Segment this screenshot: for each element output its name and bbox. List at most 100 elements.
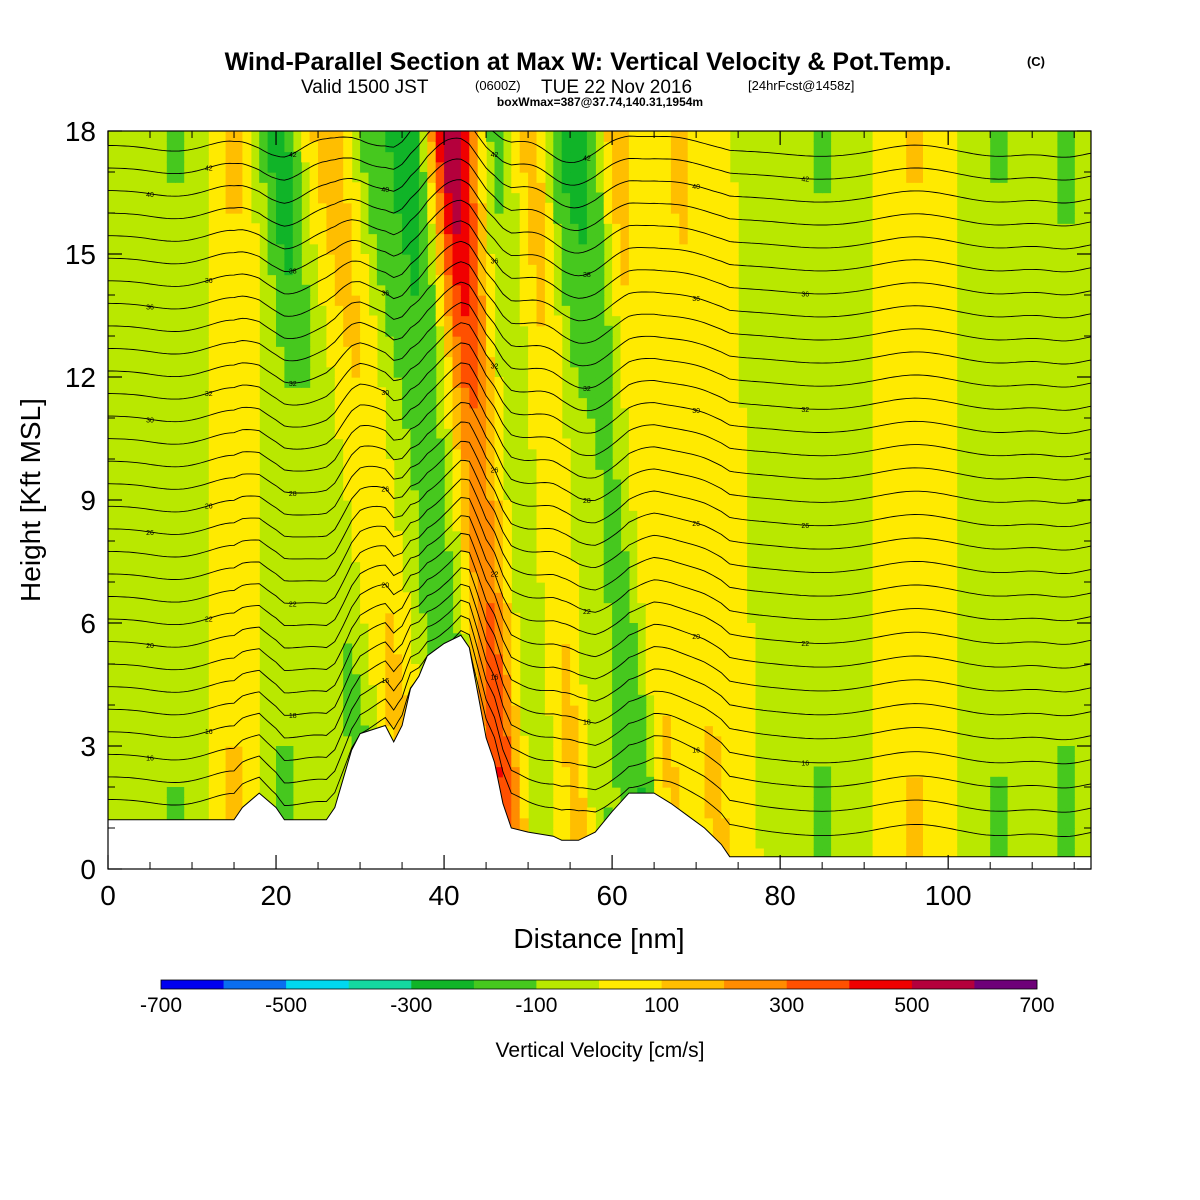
velocity-cell	[393, 582, 403, 593]
velocity-cell	[620, 612, 630, 624]
velocity-cell	[628, 192, 638, 204]
velocity-cell	[897, 807, 907, 819]
velocity-cell	[544, 459, 554, 470]
velocity-cell	[662, 787, 672, 798]
velocity-cell	[494, 397, 504, 409]
velocity-cell	[460, 233, 470, 245]
velocity-cell	[385, 612, 395, 624]
velocity-cell	[897, 274, 907, 286]
velocity-cell	[435, 172, 445, 183]
velocity-cell	[578, 233, 588, 245]
velocity-cell	[586, 366, 596, 378]
velocity-cell	[528, 438, 538, 450]
velocity-cell	[544, 274, 554, 286]
velocity-cell	[452, 346, 462, 358]
velocity-cell	[729, 633, 739, 645]
velocity-cell	[326, 274, 336, 286]
velocity-cell	[679, 202, 689, 214]
velocity-cell	[217, 664, 227, 675]
velocity-cell	[452, 510, 462, 522]
velocity-cell	[217, 489, 227, 501]
velocity-cell	[712, 192, 722, 204]
velocity-cell	[939, 356, 949, 368]
velocity-cell	[376, 274, 386, 286]
velocity-cell	[628, 684, 638, 696]
velocity-cell	[670, 264, 680, 276]
velocity-cell	[612, 520, 622, 532]
velocity-cell	[822, 787, 832, 798]
velocity-cell	[939, 571, 949, 583]
velocity-cell	[654, 366, 664, 378]
velocity-cell	[250, 664, 260, 675]
velocity-cell	[225, 756, 235, 768]
velocity-cell	[897, 541, 907, 552]
velocity-cell	[250, 479, 260, 491]
velocity-cell	[939, 213, 949, 224]
velocity-cell	[528, 356, 538, 368]
velocity-cell	[906, 787, 916, 798]
velocity-cell	[712, 807, 722, 819]
velocity-cell	[914, 848, 924, 860]
velocity-cell	[897, 161, 907, 173]
velocity-cell	[687, 510, 697, 522]
velocity-cell	[544, 684, 554, 696]
velocity-cell	[897, 387, 907, 399]
velocity-cell	[595, 305, 605, 317]
velocity-cell	[746, 715, 756, 727]
velocity-cell	[939, 397, 949, 409]
velocity-cell	[259, 151, 269, 163]
velocity-cell	[578, 161, 588, 173]
velocity-cell	[931, 233, 941, 245]
velocity-cell	[721, 131, 731, 142]
velocity-cell	[662, 182, 672, 194]
velocity-cell	[1057, 182, 1067, 194]
velocity-cell	[670, 602, 680, 614]
velocity-cell	[696, 243, 706, 255]
velocity-cell	[637, 295, 647, 306]
velocity-cell	[393, 254, 403, 265]
velocity-cell	[612, 612, 622, 624]
velocity-cell	[418, 479, 428, 491]
velocity-cell	[881, 489, 890, 501]
velocity-cell	[679, 366, 689, 378]
velocity-cell	[234, 479, 243, 491]
velocity-cell	[586, 254, 596, 265]
velocity-cell	[897, 756, 907, 768]
velocity-cell	[696, 797, 706, 809]
velocity-cell	[368, 530, 378, 542]
velocity-cell	[897, 848, 907, 860]
velocity-cell	[948, 807, 958, 819]
velocity-cell	[595, 202, 605, 214]
velocity-cell	[612, 254, 622, 265]
velocity-cell	[208, 274, 218, 286]
velocity-cell	[578, 705, 588, 716]
velocity-cell	[326, 233, 336, 245]
velocity-cell	[872, 192, 882, 204]
velocity-cell	[250, 295, 260, 306]
velocity-cell	[906, 582, 916, 593]
velocity-cell	[906, 161, 916, 173]
velocity-cell	[351, 459, 361, 470]
velocity-cell	[923, 254, 932, 265]
velocity-cell	[881, 459, 890, 470]
velocity-cell	[351, 479, 361, 491]
velocity-cell	[738, 592, 748, 604]
velocity-cell	[536, 233, 546, 245]
velocity-cell	[536, 182, 546, 194]
velocity-cell	[939, 479, 949, 491]
velocity-cell	[486, 551, 496, 563]
velocity-cell	[931, 664, 941, 675]
velocity-cell	[284, 151, 294, 163]
velocity-cell	[561, 469, 571, 481]
velocity-cell	[687, 612, 697, 624]
velocity-cell	[234, 684, 243, 696]
velocity-cell	[872, 633, 882, 645]
velocity-cell	[427, 172, 437, 183]
velocity-cell	[553, 817, 563, 829]
velocity-cell	[351, 223, 361, 235]
velocity-cell	[872, 346, 882, 358]
velocity-cell	[234, 459, 243, 470]
velocity-cell	[746, 643, 756, 655]
velocity-cell	[561, 131, 571, 142]
velocity-cell	[906, 448, 916, 460]
